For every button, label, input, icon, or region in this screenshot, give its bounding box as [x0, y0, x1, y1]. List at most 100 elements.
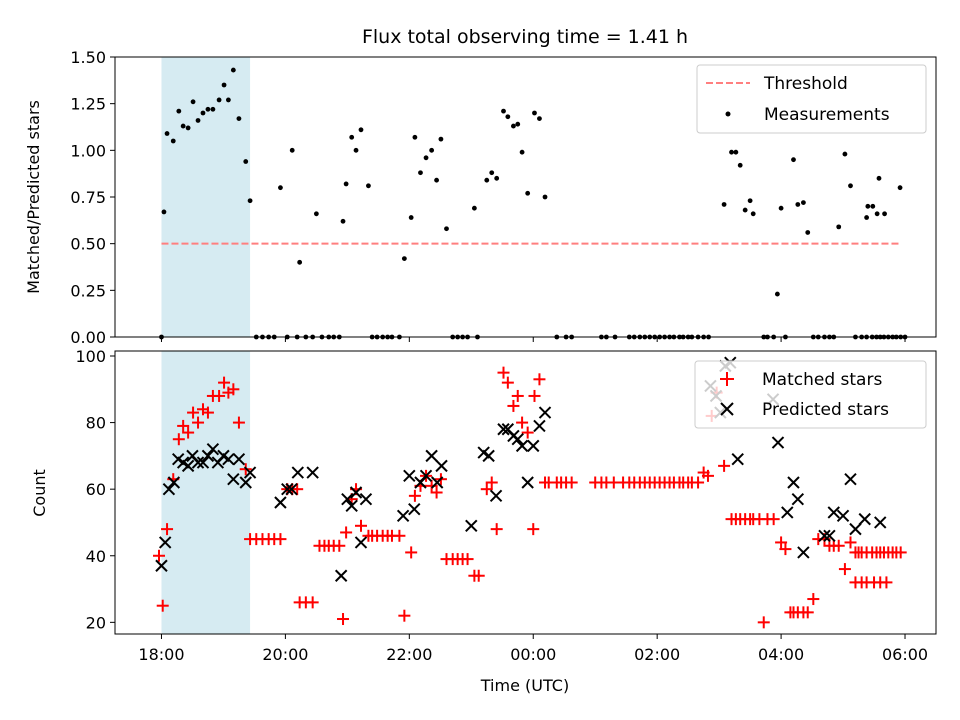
y-tick-label: 0.25	[70, 281, 106, 300]
measurement-point	[494, 175, 500, 181]
predicted-star-point	[239, 476, 252, 489]
matched-star-point	[860, 546, 873, 559]
measurement-point	[733, 149, 739, 155]
legend-matched-label: Matched stars	[762, 370, 882, 390]
matched-star-point	[425, 479, 438, 492]
predicted-star-point	[874, 516, 887, 529]
measurement-point	[505, 114, 511, 120]
matched-star-point	[521, 426, 534, 439]
y-tick-label: 0.00	[70, 328, 106, 347]
y-tick-label: 20	[86, 613, 106, 632]
predicted-star-point	[167, 476, 181, 489]
measurement-point	[721, 202, 727, 207]
predicted-star-point	[345, 499, 358, 513]
matched-star-point	[461, 553, 474, 566]
top-panel: 0.00 0.25 0.50 0.75 1.00 1.25 1.50 Flux total …	[24, 26, 937, 347]
predicted-star-point	[201, 449, 215, 463]
y-tick-label: 60	[86, 480, 106, 499]
measurement-point	[876, 175, 882, 181]
measurement-point	[210, 106, 216, 112]
matched-star-point	[152, 549, 165, 562]
measurement-point	[190, 99, 196, 105]
legend-threshold-label: Threshold	[763, 74, 848, 94]
measurement-point	[289, 147, 295, 153]
bottom-legend: Matched stars Predicted stars	[694, 360, 927, 429]
predicted-star-point	[430, 476, 444, 489]
predicted-star-point	[771, 436, 785, 449]
matched-star-point	[408, 489, 421, 502]
predicted-star-point	[515, 439, 529, 453]
predicted-star-point	[465, 519, 478, 533]
y-tick-label: 80	[86, 414, 106, 433]
predicted-star-point	[425, 449, 438, 463]
matched-star-point	[775, 536, 788, 549]
bottom-axes-frame	[114, 350, 937, 635]
matched-star-point	[511, 389, 524, 402]
predicted-star-point	[527, 439, 540, 453]
predicted-star-point	[285, 482, 298, 496]
measurement-point	[515, 121, 521, 127]
measurement-point	[164, 131, 170, 136]
matched-star-point	[172, 433, 185, 446]
measurement-point	[205, 106, 211, 112]
measurement-point	[525, 190, 531, 196]
predicted-star-point	[281, 482, 294, 496]
matched-star-point	[227, 383, 240, 396]
measurement-point	[340, 218, 346, 224]
matched-star-point	[291, 483, 304, 496]
predicted-star-point	[243, 466, 257, 479]
measurement-point	[161, 209, 167, 215]
predicted-star-point	[354, 536, 368, 549]
measurement-point	[444, 226, 449, 232]
predicted-star-point	[196, 456, 210, 469]
matched-star-point	[393, 529, 406, 542]
shaded-span-bottom	[161, 351, 251, 634]
y-tick-label: 1.25	[70, 95, 106, 114]
predicted-star-point	[232, 452, 246, 466]
bottom-legend-box	[694, 360, 927, 429]
matched-star-point	[156, 599, 169, 612]
measurement-point	[511, 123, 516, 129]
matched-star-point	[192, 416, 205, 429]
matched-star-point	[274, 533, 287, 546]
measurement-point	[278, 185, 283, 191]
y-tick-label: 0.75	[70, 188, 106, 207]
legend-measurements-label: Measurements	[764, 105, 890, 125]
y-tick-label: 40	[86, 547, 106, 566]
measurement-point	[438, 136, 444, 142]
matched-star-point	[187, 406, 200, 419]
measurement-point	[882, 211, 887, 217]
predicted-star-point	[359, 492, 373, 506]
measurement-point	[848, 183, 853, 189]
x-tick-label: 00:00	[510, 645, 556, 664]
measurement-point	[225, 97, 231, 103]
predicted-star-point	[181, 459, 195, 473]
matched-star-point	[218, 376, 231, 389]
measurement-point	[870, 203, 876, 209]
measurement-point	[737, 162, 743, 168]
matched-star-point	[306, 596, 319, 609]
predicted-star-point	[419, 469, 433, 483]
matched-star-point	[533, 373, 546, 386]
x-tick-label: 06:00	[882, 645, 928, 664]
matched-star-point	[398, 609, 411, 622]
predicted-star-point	[497, 423, 510, 436]
measurement-point	[865, 203, 871, 209]
matched-star-point	[779, 543, 792, 556]
matched-star-point	[232, 416, 245, 429]
legend-x-marker-icon	[720, 402, 734, 416]
x-tick-label: 20:00	[262, 645, 308, 664]
predicted-star-point	[836, 509, 850, 523]
matched-star-point	[801, 606, 814, 619]
matched-star-point	[832, 539, 845, 552]
predicted-star-point	[396, 509, 410, 523]
measurement-point	[537, 116, 542, 121]
measurement-point	[180, 123, 186, 129]
predicted-star-point	[306, 466, 319, 479]
matched-star-point	[333, 539, 346, 552]
predicted-star-point	[191, 456, 205, 469]
matched-star-point	[894, 546, 907, 559]
measurement-point	[471, 205, 477, 211]
measurement-point	[747, 198, 753, 204]
x-tick-label: 02:00	[634, 645, 680, 664]
